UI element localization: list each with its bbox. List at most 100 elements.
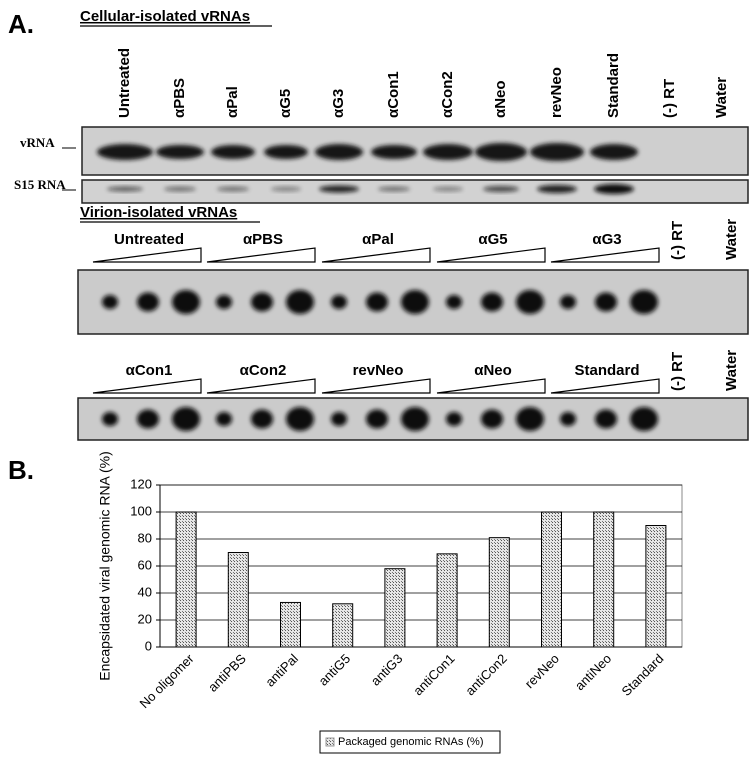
lane-label: αCon2: [439, 71, 456, 118]
group-label: αG5: [478, 231, 507, 248]
x-tick-label: antiG5: [316, 651, 354, 689]
gradient-wedge: [550, 378, 660, 394]
group-label: αCon1: [126, 362, 173, 379]
gradient-wedge: [321, 247, 431, 263]
band: [401, 290, 429, 314]
band: [516, 290, 544, 314]
panel-label: A.: [8, 9, 34, 39]
y-tick-label: 80: [138, 530, 152, 545]
y-tick-label: 40: [138, 584, 152, 599]
legend-swatch: [325, 737, 335, 747]
gel: [81, 179, 749, 204]
band: [137, 409, 159, 429]
band: [595, 292, 617, 312]
group-label: Standard: [574, 362, 639, 379]
control-label: (-) RT: [669, 221, 686, 260]
row-label: S15 RNA: [14, 177, 66, 192]
band: [264, 145, 308, 159]
x-tick-label: antiG3: [368, 651, 406, 689]
x-tick-label: antiCon2: [462, 651, 509, 698]
gradient-wedge: [550, 247, 660, 263]
group-label: revNeo: [353, 362, 404, 379]
gradient-wedge: [92, 378, 202, 394]
band: [172, 407, 200, 431]
x-tick-label: revNeo: [522, 651, 562, 691]
bar: [332, 603, 354, 648]
bar: [175, 511, 197, 648]
band: [366, 409, 388, 429]
band: [423, 144, 473, 160]
band: [217, 186, 249, 192]
lane-label: αG5: [277, 89, 294, 118]
band: [446, 412, 462, 426]
band: [516, 407, 544, 431]
band: [483, 186, 519, 192]
gradient-wedge: [436, 247, 546, 263]
group-label: αNeo: [474, 362, 512, 379]
band: [271, 186, 301, 192]
band: [331, 295, 347, 309]
band: [286, 407, 314, 431]
band: [97, 144, 153, 160]
x-tick-label: Standard: [619, 651, 667, 699]
lane-label: αPal: [224, 86, 241, 118]
gradient-wedge: [206, 247, 316, 263]
x-tick-label: antiNeo: [572, 651, 614, 693]
band: [371, 145, 417, 159]
band: [401, 407, 429, 431]
band: [286, 290, 314, 314]
band: [481, 292, 503, 312]
band: [102, 412, 118, 426]
gradient-wedge: [436, 378, 546, 394]
band: [530, 143, 584, 161]
group-label: Untreated: [114, 231, 184, 248]
band: [537, 185, 577, 193]
bar: [227, 552, 249, 648]
band: [172, 290, 200, 314]
band: [319, 185, 359, 193]
lane-label: αG3: [330, 89, 347, 118]
band: [137, 292, 159, 312]
band: [630, 290, 658, 314]
section-title: Virion-isolated vRNAs: [80, 204, 237, 221]
band: [481, 409, 503, 429]
bar: [593, 511, 615, 648]
band: [251, 292, 273, 312]
band: [164, 186, 196, 192]
lane-label: Untreated: [116, 48, 133, 118]
group-label: αCon2: [240, 362, 287, 379]
band: [102, 295, 118, 309]
gradient-wedge: [206, 378, 316, 394]
lane-label: αPBS: [171, 78, 188, 118]
legend-box: [319, 730, 501, 754]
section-title: Cellular-isolated vRNAs: [80, 8, 250, 25]
band: [251, 409, 273, 429]
x-tick-label: antiPal: [262, 651, 301, 690]
band: [630, 407, 658, 431]
row-label: vRNA: [20, 135, 55, 150]
y-tick-label: 100: [130, 503, 152, 518]
bar: [645, 525, 667, 648]
y-axis-label: Encapsidated viral genomic RNA (%): [97, 451, 113, 681]
x-tick-label: antiCon1: [410, 651, 457, 698]
control-label: Water: [723, 350, 740, 391]
band: [594, 184, 634, 194]
gradient-wedge: [321, 378, 431, 394]
x-tick-label: antiPBS: [205, 651, 249, 695]
y-tick-label: 0: [145, 638, 152, 653]
control-label: Water: [723, 219, 740, 260]
panel-label: B.: [8, 455, 34, 485]
band: [446, 295, 462, 309]
band: [216, 412, 232, 426]
bar: [436, 553, 458, 648]
bar: [488, 537, 510, 648]
band: [216, 295, 232, 309]
group-label: αPBS: [243, 231, 283, 248]
bar: [541, 511, 562, 648]
group-label: αPal: [362, 231, 394, 248]
bar: [384, 568, 406, 648]
band: [156, 145, 204, 159]
band: [366, 292, 388, 312]
y-tick-label: 60: [138, 557, 152, 572]
